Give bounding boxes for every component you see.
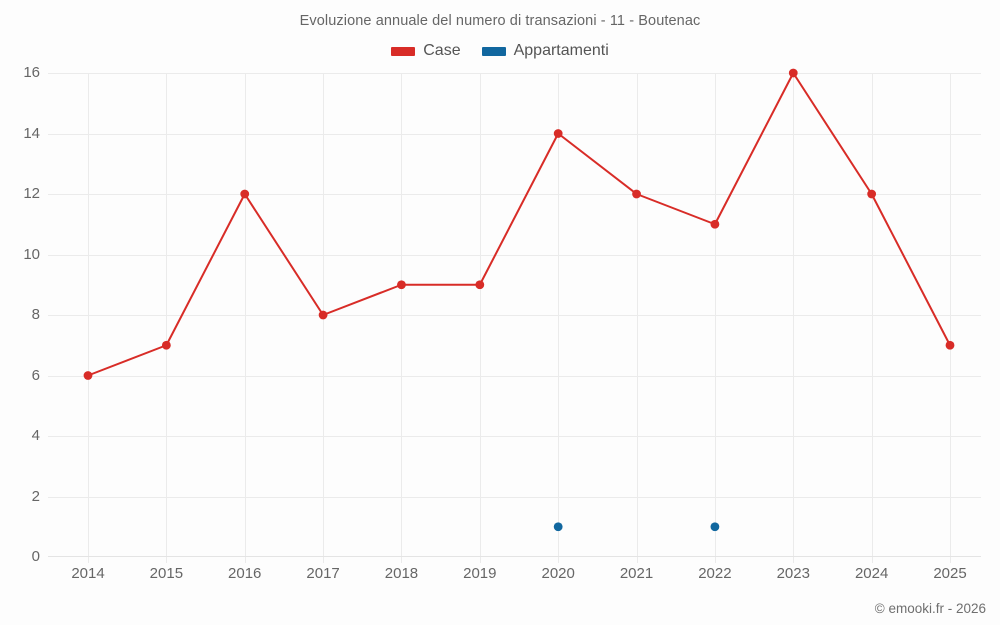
gridline-vertical xyxy=(793,73,794,563)
legend-item-case[interactable]: Case xyxy=(391,42,461,59)
legend-item-appartamenti[interactable]: Appartamenti xyxy=(481,42,609,59)
legend-swatch-icon xyxy=(481,46,506,56)
chart-legend: Case Appartamenti xyxy=(0,43,1000,59)
data-point-marker[interactable] xyxy=(161,340,171,350)
x-axis-tick-label: 2021 xyxy=(619,565,654,582)
gridline-vertical xyxy=(558,73,559,563)
x-axis-labels: 2014 2015 2016 2017 2018 2019 2020 2021 2022 2023… xyxy=(48,566,981,590)
y-axis-tick-label: 2 xyxy=(31,487,40,505)
gridline-horizontal xyxy=(48,497,981,498)
data-point-marker[interactable] xyxy=(867,189,877,199)
data-point-marker[interactable] xyxy=(318,310,328,320)
x-axis-tick-label: 2014 xyxy=(71,565,105,582)
series-case xyxy=(83,68,955,380)
gridline-horizontal xyxy=(48,376,981,377)
x-axis-tick-label: 2018 xyxy=(384,565,419,582)
series-appartamenti xyxy=(553,522,720,532)
data-point-marker[interactable] xyxy=(788,68,798,78)
x-axis-tick-label: 2020 xyxy=(541,565,575,582)
gridline-horizontal xyxy=(48,436,981,437)
y-axis-tick-label: 14 xyxy=(23,124,40,142)
plot-area xyxy=(48,68,981,563)
gridline-vertical xyxy=(166,73,167,563)
data-point-marker[interactable] xyxy=(553,522,563,532)
y-axis-tick-label: 12 xyxy=(23,185,40,202)
gridline-vertical xyxy=(88,73,89,563)
gridline-horizontal xyxy=(48,255,981,256)
series-plot xyxy=(83,68,955,532)
x-axis-tick-label: 2024 xyxy=(854,565,889,582)
y-axis-tick-label: 8 xyxy=(31,306,40,323)
data-point-marker[interactable] xyxy=(553,129,563,138)
data-point-marker[interactable] xyxy=(240,189,250,199)
legend-swatch-icon xyxy=(391,46,416,56)
gridline-vertical xyxy=(480,73,481,563)
y-axis-tick-label: 10 xyxy=(23,245,40,263)
x-axis-tick-label: 2022 xyxy=(698,565,732,582)
gridline-vertical xyxy=(245,73,246,563)
y-axis-tick-label: 0 xyxy=(31,548,40,565)
gridline-horizontal xyxy=(48,134,981,135)
gridline-horizontal xyxy=(48,194,981,195)
x-axis-tick-label: 2025 xyxy=(933,565,967,582)
x-axis-tick-label: 2017 xyxy=(306,565,340,582)
data-point-marker[interactable] xyxy=(83,371,93,380)
x-axis-tick-label: 2016 xyxy=(228,565,262,582)
data-point-marker[interactable] xyxy=(632,189,641,199)
y-axis-labels: 0 2 4 6 8 10 12 14 16 xyxy=(0,65,40,564)
gridline-vertical xyxy=(401,73,402,563)
x-axis-line xyxy=(48,556,981,557)
data-point-marker[interactable] xyxy=(397,280,406,290)
data-point-marker[interactable] xyxy=(710,522,720,532)
data-point-marker[interactable] xyxy=(710,219,720,229)
gridline-vertical xyxy=(950,73,951,563)
credit-text: © emooki.fr - 2026 xyxy=(874,601,986,616)
gridline-horizontal xyxy=(48,73,981,74)
series-line xyxy=(87,72,951,377)
gridline-horizontal xyxy=(48,315,981,316)
y-axis-tick-label: 6 xyxy=(31,366,40,384)
legend-label: Case xyxy=(423,42,461,59)
chart-title: Evoluzione annuale del numero di transaz… xyxy=(299,13,701,29)
x-axis-tick-label: 2023 xyxy=(776,565,810,582)
gridline-vertical xyxy=(637,73,638,563)
x-axis-tick-label: 2015 xyxy=(149,565,184,582)
data-point-marker[interactable] xyxy=(945,340,955,350)
x-axis-tick-label: 2019 xyxy=(463,565,497,582)
y-axis-tick-label: 16 xyxy=(23,64,40,81)
gridline-vertical xyxy=(715,73,716,563)
data-point-marker[interactable] xyxy=(475,280,485,290)
y-axis-tick-label: 4 xyxy=(31,427,40,444)
legend-label: Appartamenti xyxy=(513,42,609,59)
gridline-vertical xyxy=(872,73,873,563)
